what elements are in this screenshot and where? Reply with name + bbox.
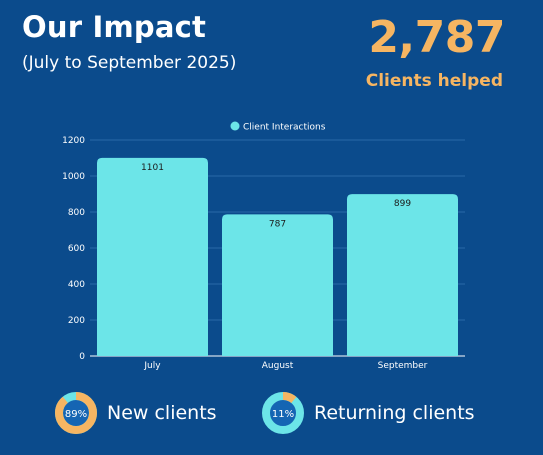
x-tick-label: August <box>262 361 294 371</box>
data-label: 899 <box>394 199 411 209</box>
y-tick-label: 1000 <box>62 172 85 182</box>
kpi-value: 2,787 <box>368 12 505 63</box>
legend-swatch <box>230 121 240 131</box>
stat-new-clients: 89% New clients <box>55 392 217 434</box>
page-subtitle: (July to September 2025) <box>22 53 237 73</box>
stat-returning-clients: 11% Returning clients <box>262 392 475 434</box>
data-label: 1101 <box>141 163 164 173</box>
returning-clients-label: Returning clients <box>314 402 475 424</box>
x-tick-label: September <box>378 361 428 371</box>
data-label: 787 <box>269 219 286 229</box>
bar <box>97 157 208 356</box>
y-tick-label: 0 <box>79 352 85 362</box>
y-tick-label: 800 <box>68 208 85 218</box>
y-tick-label: 400 <box>68 280 85 290</box>
y-tick-label: 1200 <box>62 136 85 146</box>
bar <box>347 194 458 356</box>
x-tick-label: July <box>143 361 161 371</box>
new-clients-label: New clients <box>107 402 217 424</box>
new-clients-donut: 89% <box>55 392 97 434</box>
y-tick-label: 600 <box>68 244 85 254</box>
legend-label: Client Interactions <box>243 123 326 133</box>
y-tick-label: 200 <box>68 316 85 326</box>
bar <box>222 214 333 356</box>
returning-clients-donut: 11% <box>262 392 304 434</box>
bar-chart: 0 200 400 600 800 1000 1200 Client Interactions… <box>62 121 465 371</box>
kpi-label: Clients helped <box>365 71 503 91</box>
page-title: Our Impact <box>22 10 207 44</box>
new-clients-percent: 89% <box>65 409 87 420</box>
returning-clients-percent: 11% <box>272 409 294 420</box>
